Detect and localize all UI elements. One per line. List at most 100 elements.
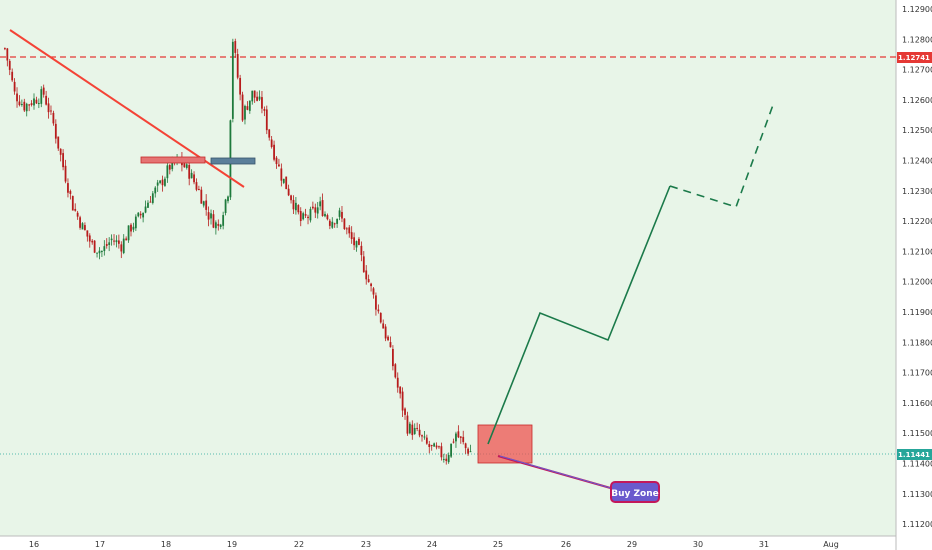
- candle-body: [127, 225, 130, 241]
- candle-body: [101, 251, 103, 253]
- candle-body: [299, 211, 302, 222]
- candle-body: [18, 101, 21, 106]
- candle-body: [338, 210, 341, 217]
- y-tick-label: 1.12200: [902, 217, 932, 226]
- y-tick-label: 1.12100: [902, 247, 932, 256]
- candle-body: [205, 200, 208, 210]
- candle-body: [273, 144, 275, 160]
- candle-body: [35, 99, 38, 104]
- x-tick-label: 23: [361, 540, 371, 549]
- candle-body: [253, 90, 256, 98]
- candle-body: [4, 48, 6, 50]
- x-axis-ticks: 16 17 18 19 22 23 24 25 26 29 30 31 Aug: [29, 540, 839, 549]
- candle-body: [251, 90, 254, 102]
- candle-body: [261, 97, 263, 109]
- candle-body: [144, 206, 147, 213]
- x-tick-label: 18: [161, 540, 171, 549]
- candle-body: [88, 235, 91, 242]
- candle-body: [147, 202, 149, 208]
- candle-body: [125, 238, 128, 241]
- candle-body: [117, 240, 120, 244]
- candle-body: [362, 256, 365, 273]
- candle-body: [219, 224, 222, 228]
- candle-body: [389, 342, 392, 348]
- candle-body: [413, 427, 416, 435]
- candle-body: [86, 230, 89, 237]
- candle-body: [355, 241, 358, 248]
- candle-body: [285, 176, 288, 190]
- candle-body: [433, 443, 436, 447]
- candle-body: [25, 103, 28, 112]
- candle-body: [442, 458, 445, 460]
- candle-body: [295, 202, 297, 211]
- candle-body: [319, 201, 322, 207]
- candle-body: [304, 214, 307, 216]
- candle-body: [224, 199, 227, 214]
- candle-body: [241, 94, 244, 121]
- resistance-zone-box: [140, 156, 206, 164]
- candle-body: [212, 214, 215, 228]
- candle-body: [350, 232, 353, 240]
- candle-body: [234, 41, 237, 53]
- buy-zone-callout-box[interactable]: [610, 481, 660, 503]
- y-tick-label: 1.11600: [902, 399, 932, 408]
- y-tick-label: 1.11700: [902, 369, 932, 378]
- candle-body: [113, 240, 115, 242]
- candle-body: [166, 165, 169, 179]
- candle-body: [379, 312, 382, 323]
- candle-body: [421, 435, 423, 437]
- candle-body: [54, 123, 57, 139]
- candle-body: [37, 103, 40, 105]
- candle-body: [71, 196, 74, 211]
- candle-body: [164, 178, 166, 186]
- candle-body: [455, 433, 457, 442]
- candle-body: [428, 444, 431, 447]
- candle-body: [134, 216, 137, 229]
- candle-body: [265, 109, 268, 131]
- candle-body: [367, 279, 370, 283]
- candle-body: [399, 386, 402, 394]
- candle-body: [91, 240, 94, 243]
- candle-body: [108, 242, 111, 245]
- candle-body: [341, 212, 343, 219]
- candle-body: [142, 212, 145, 218]
- candlestick-series: [4, 38, 472, 465]
- candle-body: [156, 182, 159, 186]
- candle-body: [227, 196, 229, 202]
- candle-body: [309, 208, 312, 221]
- candle-body: [120, 244, 123, 252]
- candle-body: [171, 158, 174, 170]
- y-tick-label: 1.12400: [902, 157, 932, 166]
- x-axis-panel[interactable]: [0, 536, 896, 550]
- candle-body: [244, 105, 246, 120]
- candle-body: [98, 250, 101, 254]
- x-tick-label: Aug: [823, 540, 839, 549]
- y-tick-label: 1.12000: [902, 278, 932, 287]
- candle-body: [151, 193, 154, 203]
- candle-body: [416, 427, 419, 429]
- candle-body: [52, 112, 55, 124]
- candle-body: [411, 424, 414, 436]
- candle-body: [139, 213, 142, 216]
- buy-zone-callout-pointer-inner: [499, 455, 615, 490]
- candle-body: [311, 206, 314, 209]
- candle-body: [270, 139, 273, 147]
- candle-body: [193, 174, 195, 183]
- projection-solid-path: [487, 185, 671, 445]
- candle-body: [450, 443, 452, 457]
- price-tag-current-text: 1.11441: [898, 451, 930, 459]
- candle-body: [348, 227, 351, 234]
- x-tick-label: 24: [427, 540, 437, 549]
- candle-body: [435, 445, 438, 448]
- candle-body: [467, 448, 469, 454]
- candle-body: [50, 110, 52, 112]
- candle-body: [115, 240, 118, 243]
- candle-body: [406, 415, 409, 434]
- candle-body: [132, 226, 135, 230]
- candle-body: [42, 87, 45, 95]
- candle-body: [57, 136, 60, 149]
- candle-body: [345, 228, 348, 230]
- candle-body: [462, 436, 465, 443]
- y-tick-label: 1.12600: [902, 96, 932, 105]
